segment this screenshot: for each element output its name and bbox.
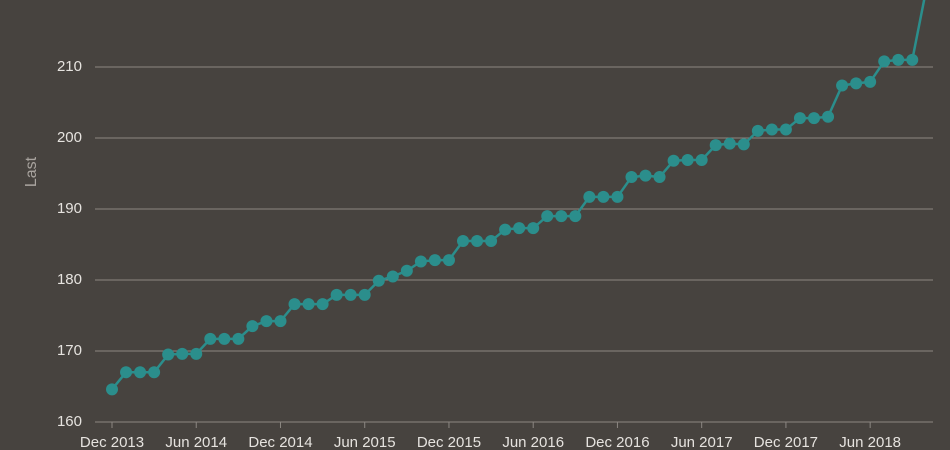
- y-axis-title: Last: [23, 156, 40, 187]
- data-point: [667, 154, 680, 167]
- data-point: [288, 298, 301, 311]
- x-tick-label: Dec 2017: [754, 434, 818, 450]
- y-tick-label: 220: [57, 0, 82, 4]
- data-point: [428, 254, 441, 267]
- data-point: [513, 222, 526, 235]
- data-point: [737, 138, 750, 151]
- data-point: [414, 255, 427, 268]
- data-point: [864, 75, 877, 88]
- data-point: [653, 171, 666, 184]
- data-point: [709, 139, 722, 152]
- data-point: [442, 254, 455, 267]
- data-point: [246, 320, 259, 333]
- data-point: [106, 383, 118, 396]
- data-point: [765, 123, 778, 136]
- data-point: [148, 366, 161, 379]
- data-point: [878, 55, 891, 68]
- data-point: [232, 332, 245, 345]
- data-point: [822, 110, 835, 123]
- x-tick-label: Dec 2013: [80, 434, 144, 450]
- data-point: [386, 270, 399, 283]
- data-point: [218, 332, 231, 345]
- y-tick-label: 170: [57, 342, 82, 359]
- y-tick-label: 210: [57, 58, 82, 75]
- data-point: [555, 210, 568, 223]
- x-tick-label: Dec 2014: [248, 434, 312, 450]
- data-point: [274, 315, 287, 328]
- x-tick-label: Jun 2018: [839, 434, 901, 450]
- data-point: [892, 53, 905, 66]
- data-point: [808, 112, 820, 125]
- data-point: [751, 124, 764, 137]
- data-point: [471, 234, 484, 247]
- data-point: [499, 223, 512, 236]
- data-point: [260, 315, 273, 328]
- x-tick-label: Jun 2017: [671, 434, 733, 450]
- y-tick-label: 180: [57, 271, 82, 288]
- y-tick-label: 190: [57, 200, 82, 217]
- data-point: [330, 288, 343, 301]
- data-point: [527, 222, 540, 235]
- data-point: [120, 366, 133, 379]
- data-point: [569, 210, 582, 223]
- data-point: [583, 190, 596, 203]
- x-tick-label: Jun 2015: [334, 434, 396, 450]
- data-point: [162, 348, 175, 361]
- data-point: [625, 171, 638, 184]
- data-point: [793, 112, 806, 125]
- x-tick-label: Dec 2015: [417, 434, 481, 450]
- data-point: [400, 264, 413, 277]
- data-point: [134, 366, 147, 379]
- data-point: [695, 154, 708, 167]
- data-point: [611, 190, 624, 203]
- data-point: [597, 190, 610, 203]
- y-tick-label: 160: [57, 413, 82, 430]
- data-point: [358, 288, 371, 301]
- data-point: [723, 137, 736, 150]
- data-point: [302, 298, 315, 311]
- data-point: [190, 347, 203, 360]
- x-tick-label: Dec 2016: [585, 434, 649, 450]
- data-point: [906, 53, 919, 66]
- data-point: [850, 77, 863, 90]
- data-point: [204, 332, 217, 345]
- data-point: [372, 274, 385, 287]
- data-point: [176, 347, 189, 360]
- data-point: [681, 154, 694, 167]
- data-point: [457, 234, 469, 247]
- data-point: [485, 234, 498, 247]
- x-tick-label: Jun 2016: [502, 434, 564, 450]
- data-point: [344, 288, 357, 301]
- data-point: [316, 298, 329, 311]
- data-point: [541, 210, 554, 223]
- data-point: [779, 123, 792, 136]
- data-point: [639, 169, 652, 182]
- x-tick-label: Jun 2014: [165, 434, 227, 450]
- y-tick-label: 200: [57, 129, 82, 146]
- data-point: [836, 79, 849, 92]
